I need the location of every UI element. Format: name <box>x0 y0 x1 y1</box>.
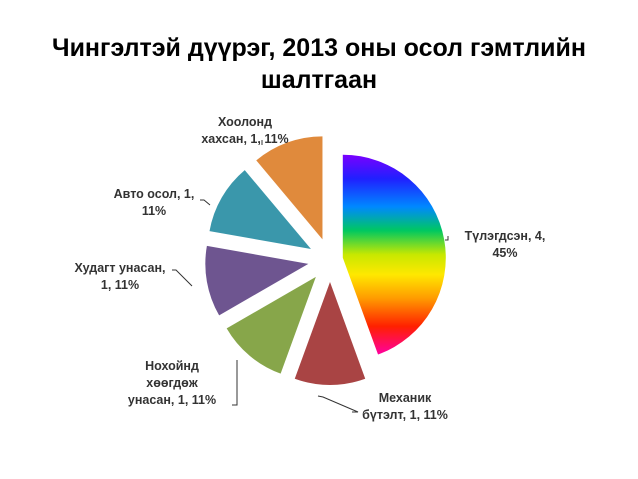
leader-line-1 <box>445 236 449 241</box>
leader-line-4 <box>172 269 193 287</box>
slice-label-1-line-2: 45% <box>492 246 517 260</box>
leader-line-2 <box>317 395 359 413</box>
slice-label-4: Худагт унасан, 1, 11% <box>74 261 165 292</box>
chart-title-line-2: шалтгаан <box>260 66 378 94</box>
leader-line-3 <box>232 360 238 406</box>
chart-title-line-1: Чингэлтэй дүүрэг, 2013 оны осол гэмтлийн <box>52 34 586 62</box>
leader-line-5 <box>200 199 211 206</box>
slice-label-5-line-1: Авто осол, 1, <box>114 187 195 201</box>
slice-label-2: Механик бүтэлт, 1, 11% <box>362 391 448 422</box>
slice-label-5: Авто осол, 1, 11% <box>114 187 195 218</box>
slice-label-6-line-2: хахсан, 1, 11% <box>201 132 288 146</box>
slice-label-3-line-2: хөөгдөж <box>146 376 198 390</box>
slice-label-3-line-3: унасан, 1, 11% <box>128 393 216 407</box>
slice-label-4-line-1: Худагт унасан, <box>74 261 165 275</box>
pie-slice-3 <box>226 276 316 374</box>
slice-label-1-line-1: Түлэгдсэн, 4, <box>465 229 546 243</box>
slice-label-4-line-2: 1, 11% <box>101 278 139 292</box>
slice-label-6-line-1: Хоолонд <box>218 115 272 129</box>
slice-label-3: Нохойнд хөөгдөж унасан, 1, 11% <box>128 359 216 407</box>
pie-slice-4 <box>205 245 309 316</box>
pie-slice-5 <box>209 170 311 249</box>
pie-slice-2 <box>294 282 366 385</box>
slice-label-2-line-1: Механик <box>379 391 432 405</box>
chart-title: Чингэлтэй дүүрэг, 2013 оны осол гэмтлийн… <box>0 32 638 96</box>
slice-label-5-line-2: 11% <box>142 204 166 218</box>
slice-label-6: Хоолонд хахсан, 1, 11% <box>201 115 288 146</box>
slice-label-2-line-2: бүтэлт, 1, 11% <box>362 408 448 422</box>
pie-slice-6 <box>256 136 323 240</box>
pie-slice-1 <box>342 154 446 355</box>
slice-label-1: Түлэгдсэн, 4, 45% <box>465 229 546 260</box>
slice-label-3-line-1: Нохойнд <box>145 359 199 373</box>
